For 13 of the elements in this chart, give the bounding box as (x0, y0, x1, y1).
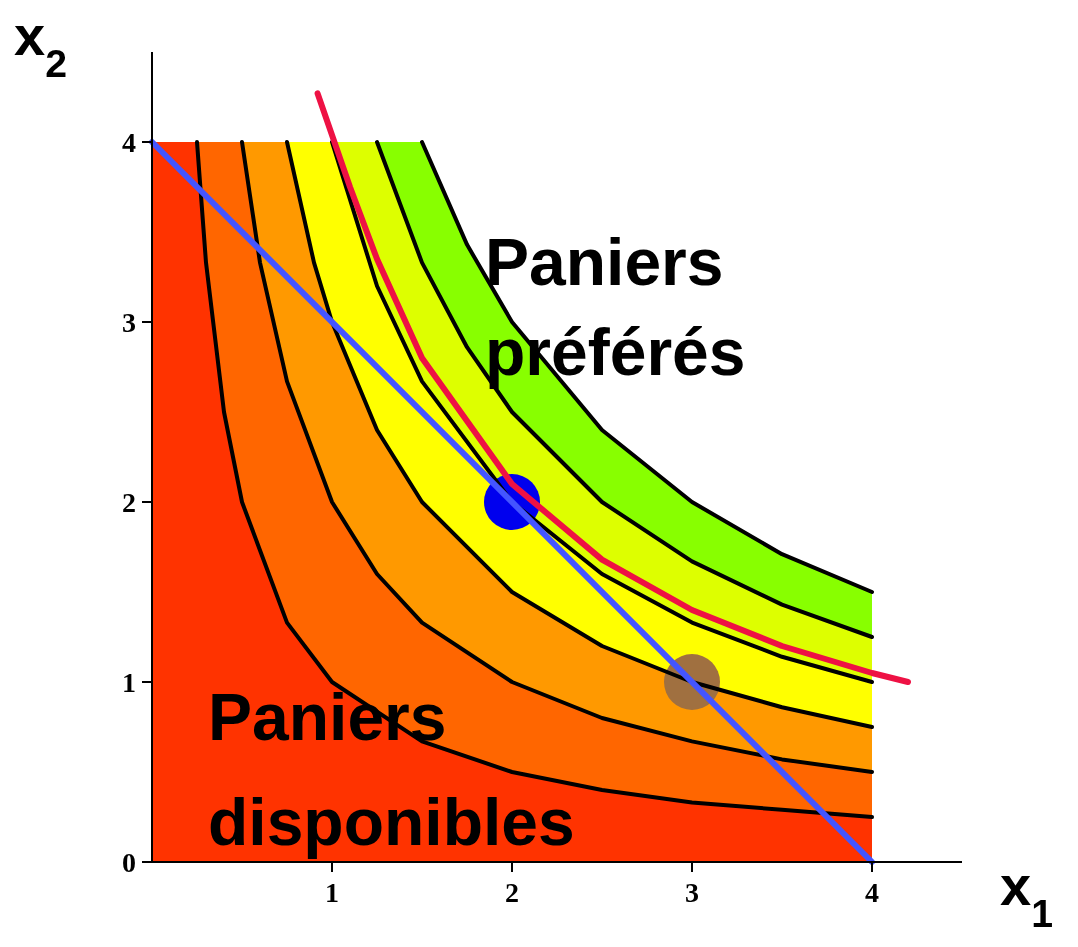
x-tick-label: 3 (685, 877, 699, 908)
y-tick-label: 1 (122, 667, 136, 698)
line-series (420, 140, 874, 594)
y-axis-title: x$_{2}$ (14, 4, 67, 85)
x-tick-label: 4 (865, 877, 879, 908)
x-tick-label: 1 (325, 877, 339, 908)
y-tick-label: 2 (122, 487, 136, 518)
y-tick-label: 3 (122, 307, 136, 338)
line-series (375, 140, 874, 639)
x-axis-title: x$_{1}$ (1000, 854, 1053, 935)
y-tick-label: 0 (122, 847, 136, 878)
y-tick-label: 4 (122, 127, 136, 158)
x-tick-label: 2 (505, 877, 519, 908)
